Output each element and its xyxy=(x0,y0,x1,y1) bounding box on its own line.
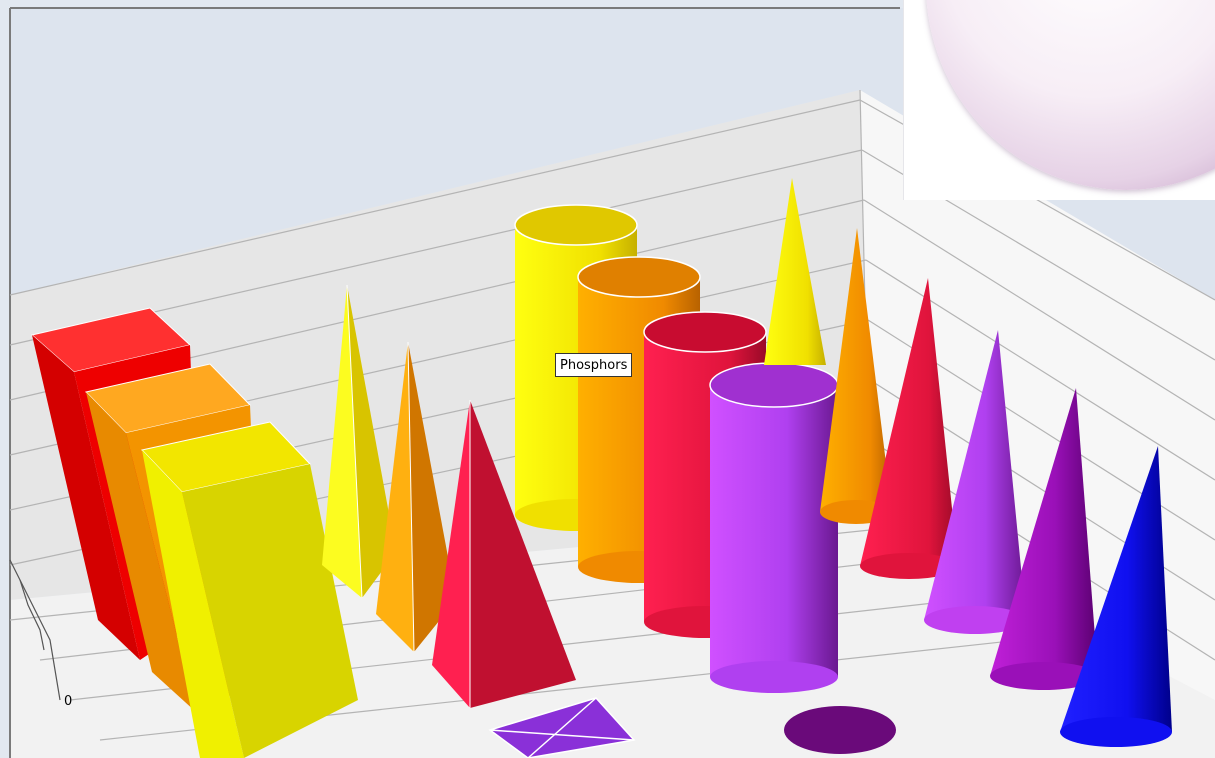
cylinder-purple-flat xyxy=(784,706,896,754)
cone-blue xyxy=(1060,446,1172,747)
cone-violet xyxy=(924,330,1026,634)
axis-tick-label: 0 xyxy=(64,694,73,709)
pyramid-violet-flat xyxy=(488,697,636,758)
box-yellow xyxy=(141,421,358,758)
orb-icon[interactable] xyxy=(926,0,1215,190)
cone-purple xyxy=(990,388,1098,690)
data-tooltip: Phosphors xyxy=(555,353,633,377)
cone-crimson xyxy=(860,278,958,579)
cone-yellow xyxy=(764,178,826,365)
pyramid-yellow xyxy=(322,284,396,599)
pyramid-crimson xyxy=(432,400,576,708)
pyramid-orange xyxy=(376,341,456,653)
cylinder-violet xyxy=(709,362,839,693)
orb-panel xyxy=(903,0,1215,200)
